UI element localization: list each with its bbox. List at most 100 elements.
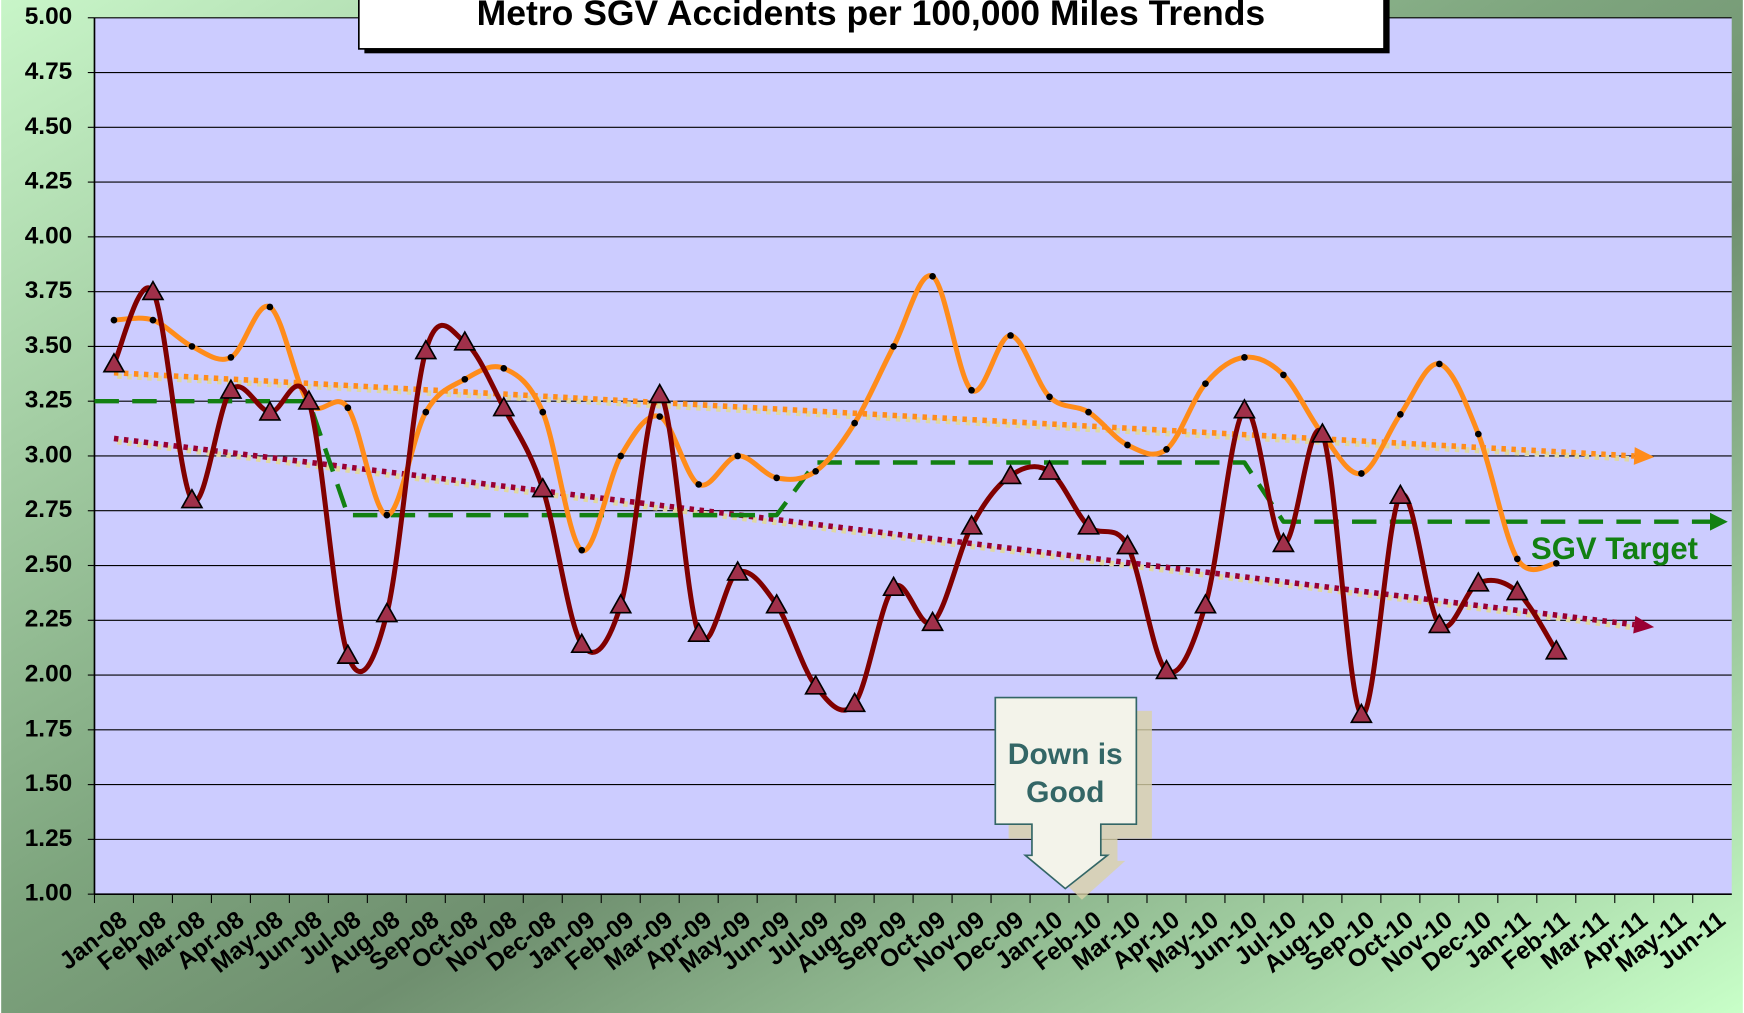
y-tick-label: 1.25 — [25, 825, 73, 852]
dot-marker — [695, 481, 703, 488]
dot-marker — [1475, 430, 1482, 438]
dot-marker — [500, 364, 508, 372]
chart-title: Metro SGV Accidents per 100,000 Miles Tr… — [477, 0, 1266, 33]
dot-marker — [734, 452, 742, 460]
triangle-marker — [1466, 571, 1490, 592]
dot-marker — [656, 413, 664, 420]
dot-marker — [188, 343, 196, 350]
triangle-marker — [1116, 534, 1139, 555]
y-tick-label: 4.75 — [25, 58, 73, 85]
y-tick-label: 1.00 — [25, 880, 73, 907]
dot-marker — [1202, 380, 1209, 387]
dot-marker — [1046, 393, 1053, 401]
y-tick-label: 1.50 — [25, 770, 73, 797]
trendline-shadow — [117, 373, 1638, 463]
dot-marker — [1513, 555, 1521, 563]
series-arrow — [1710, 512, 1728, 531]
dot-marker — [344, 404, 352, 412]
triangle-marker — [1271, 531, 1295, 553]
dot-marker — [461, 375, 469, 383]
triangle-marker — [570, 632, 594, 653]
y-tick-label: 3.50 — [25, 332, 73, 359]
dot-marker — [1163, 446, 1170, 453]
triangle-marker — [297, 389, 321, 410]
y-tick-label: 2.50 — [25, 551, 73, 578]
triangle-marker — [1233, 398, 1256, 419]
triangle-marker — [1077, 514, 1100, 535]
y-tick-label: 4.50 — [25, 113, 73, 140]
triangle-marker — [1038, 459, 1061, 480]
y-tick-label: 4.25 — [25, 168, 73, 195]
triangle-marker — [804, 674, 828, 695]
dot-marker — [1085, 408, 1092, 416]
triangle-marker — [141, 279, 165, 301]
dot-marker — [422, 408, 430, 416]
y-tick-label: 2.25 — [25, 606, 73, 633]
dot-marker — [929, 272, 936, 280]
y-tick-label: 2.00 — [25, 661, 73, 688]
triangle-marker — [336, 643, 360, 664]
y-tick-label: 3.75 — [25, 277, 73, 304]
trendline-arrow — [1633, 447, 1655, 465]
dot-marker — [851, 419, 858, 427]
triangle-marker — [258, 400, 282, 421]
dot-marker — [1552, 559, 1560, 567]
triangle-marker — [1349, 702, 1373, 724]
triangle-marker — [921, 610, 945, 632]
dot-marker — [812, 467, 819, 475]
triangle-marker — [609, 593, 633, 614]
callout — [994, 696, 1138, 890]
triangle-marker — [1505, 580, 1529, 601]
triangle-marker — [1155, 658, 1178, 680]
triangle-marker — [999, 463, 1022, 485]
triangle-marker — [1310, 422, 1334, 443]
triangle-marker — [414, 339, 438, 360]
y-tick-label: 3.00 — [25, 441, 73, 468]
dot-marker — [383, 511, 391, 519]
triangle-marker — [960, 514, 983, 535]
series-label: SGV Target — [1531, 531, 1698, 566]
dot-marker — [578, 546, 586, 554]
y-tick-label: 1.75 — [25, 715, 73, 742]
dot-marker — [1397, 411, 1404, 418]
dot-marker — [773, 474, 780, 482]
dot-marker — [890, 343, 897, 350]
annotation: Down is Good — [1008, 738, 1123, 809]
dot-marker — [227, 354, 235, 361]
dot-marker — [149, 316, 157, 324]
triangle-marker — [219, 378, 243, 399]
dot-marker — [1436, 360, 1443, 368]
triangle-marker — [531, 477, 555, 498]
dot-marker — [539, 408, 547, 416]
y-tick-label: 2.75 — [25, 496, 73, 523]
dot-marker — [968, 386, 975, 394]
title-box — [358, 0, 1385, 50]
triangle-marker — [726, 560, 750, 581]
triangle-marker — [1194, 593, 1217, 614]
y-tick-label: 3.25 — [25, 387, 73, 414]
triangle-marker — [648, 382, 672, 404]
dot-marker — [1007, 332, 1014, 339]
dot-marker — [1241, 354, 1248, 361]
triangle-marker — [102, 352, 126, 373]
y-tick-label: 5.00 — [25, 3, 73, 30]
dot-marker — [110, 316, 118, 324]
triangle-marker — [180, 488, 204, 509]
triangle-marker — [843, 691, 867, 713]
dot-marker — [1124, 441, 1131, 449]
series-line — [94, 398, 1713, 524]
triangle-marker — [453, 330, 477, 351]
triangle-marker — [492, 396, 516, 417]
triangle-marker — [375, 602, 399, 623]
dot-marker — [1280, 371, 1287, 379]
triangle-marker — [765, 593, 789, 614]
y-tick-label: 4.00 — [25, 222, 73, 249]
dot-marker — [1358, 470, 1365, 477]
trendline — [113, 369, 1635, 459]
triangle-marker — [1427, 612, 1451, 634]
triangle-marker — [1388, 483, 1412, 505]
triangle-marker — [1544, 639, 1568, 660]
dot-marker — [266, 303, 274, 311]
triangle-marker — [882, 575, 906, 597]
